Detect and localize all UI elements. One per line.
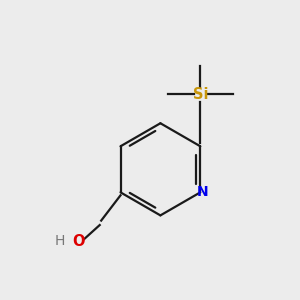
Text: O: O [73,234,85,249]
Text: H: H [54,234,65,248]
Text: N: N [197,185,208,200]
Text: Si: Si [193,87,208,102]
